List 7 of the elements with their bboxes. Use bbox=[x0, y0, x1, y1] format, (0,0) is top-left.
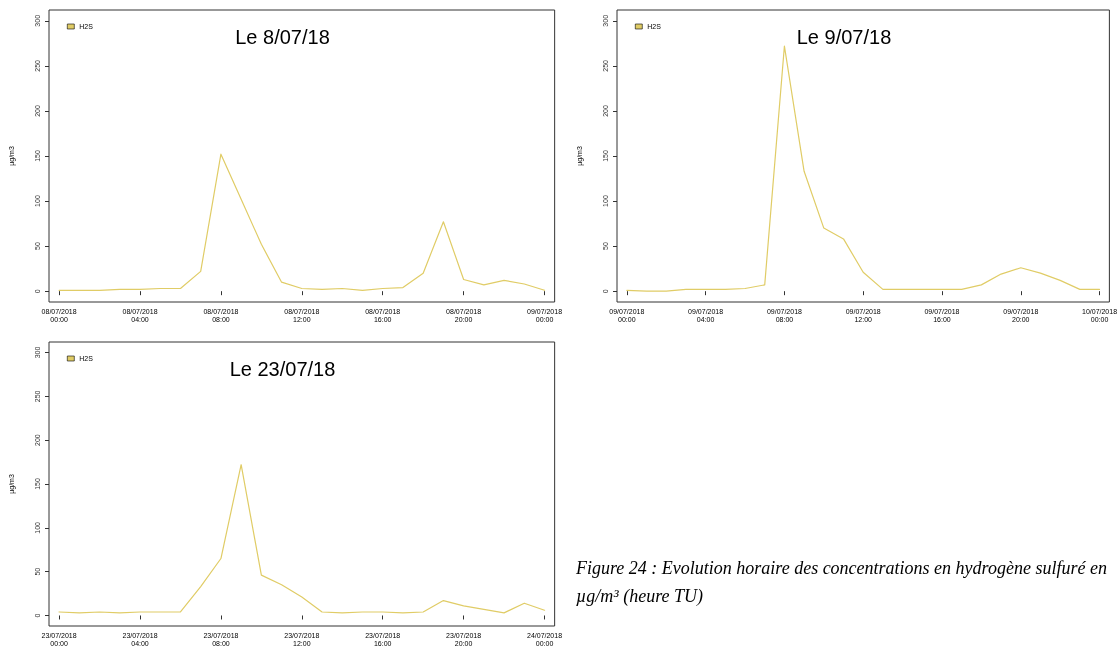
text: Le 8/07/18 bbox=[235, 26, 330, 48]
text: Le 23/07/18 bbox=[229, 358, 336, 380]
text: Le 9/07/18 bbox=[796, 26, 892, 48]
line-series bbox=[58, 153, 546, 291]
line-series bbox=[58, 464, 546, 614]
line-series bbox=[626, 45, 1101, 292]
caption: Figure 24 : Evolution horaire des concentrations en hydrogène sulfuré en µg/m³ (heure TU) bbox=[576, 557, 1108, 608]
